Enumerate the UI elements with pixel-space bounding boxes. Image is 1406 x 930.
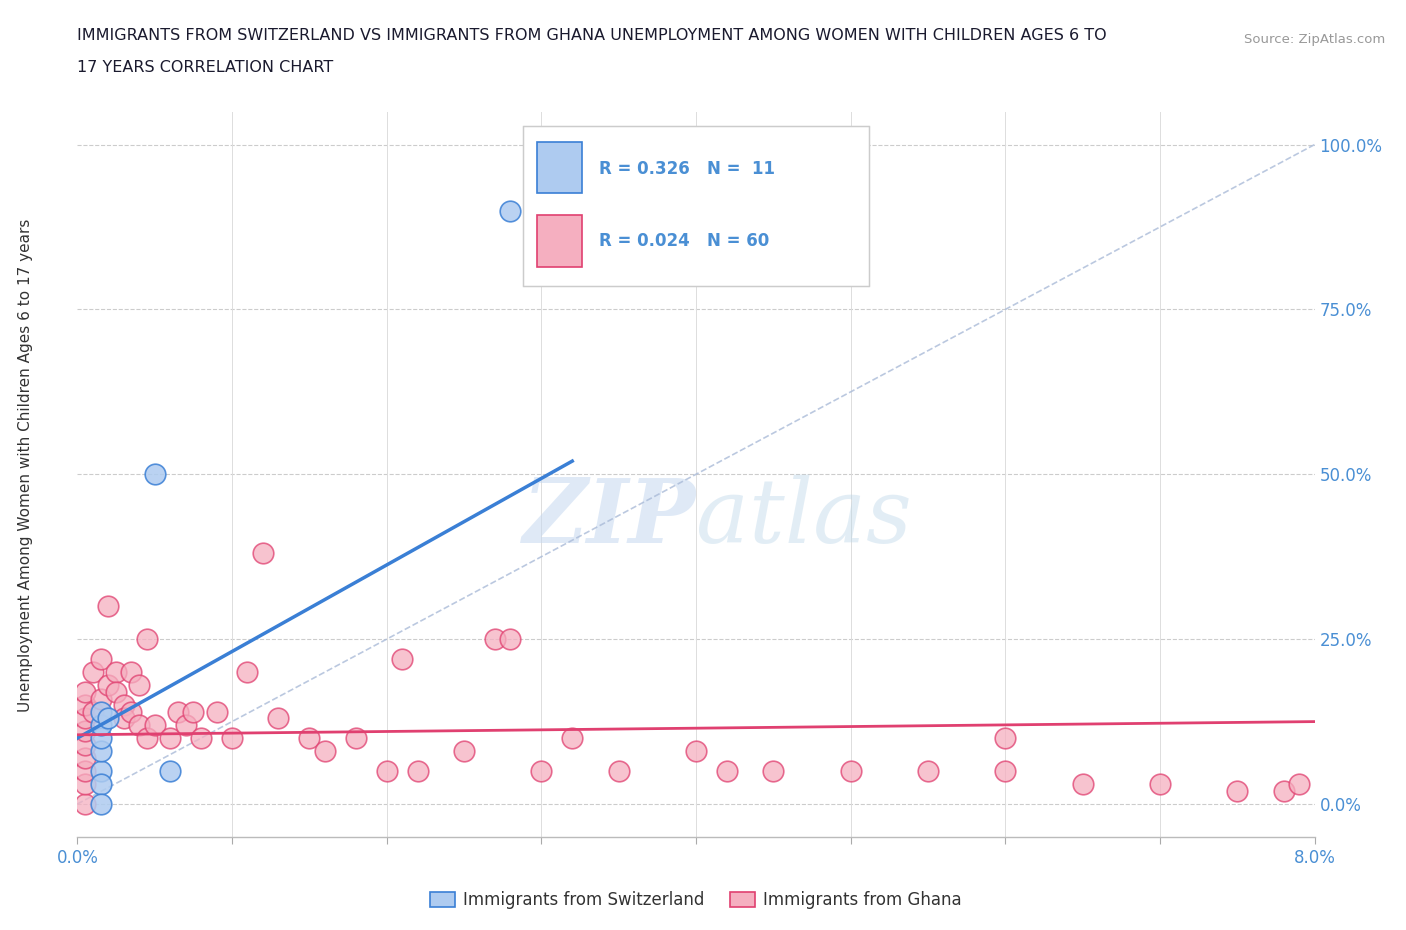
Point — [167, 704, 190, 719]
Point — [97, 711, 120, 725]
Point — [90, 652, 111, 667]
Point — [128, 717, 150, 732]
Point — [75, 737, 96, 752]
Point — [314, 744, 336, 759]
Point — [90, 777, 111, 791]
Point — [205, 704, 228, 719]
Point — [917, 764, 939, 778]
Text: atlas: atlas — [696, 474, 911, 561]
Point — [267, 711, 290, 725]
Point — [75, 777, 96, 791]
Point — [1226, 783, 1249, 798]
Point — [159, 731, 181, 746]
Point — [1288, 777, 1310, 791]
Legend: Immigrants from Switzerland, Immigrants from Ghana: Immigrants from Switzerland, Immigrants … — [423, 884, 969, 916]
Point — [90, 717, 111, 732]
Point — [97, 678, 120, 693]
Point — [1272, 783, 1295, 798]
Text: Source: ZipAtlas.com: Source: ZipAtlas.com — [1244, 33, 1385, 46]
Point — [136, 731, 159, 746]
Point — [183, 704, 205, 719]
Point — [375, 764, 398, 778]
Point — [190, 731, 212, 746]
Point — [75, 684, 96, 699]
Point — [221, 731, 243, 746]
Point — [143, 467, 166, 482]
Point — [90, 704, 111, 719]
Point — [75, 751, 96, 765]
Point — [994, 731, 1017, 746]
Point — [344, 731, 367, 746]
Point — [75, 711, 96, 725]
Point — [82, 704, 104, 719]
Point — [90, 764, 111, 778]
Point — [90, 731, 111, 746]
Point — [90, 744, 111, 759]
Point — [607, 764, 630, 778]
Point — [112, 698, 135, 712]
Point — [174, 717, 197, 732]
Text: Unemployment Among Women with Children Ages 6 to 17 years: Unemployment Among Women with Children A… — [18, 219, 32, 711]
Point — [75, 764, 96, 778]
Point — [453, 744, 475, 759]
Point — [90, 797, 111, 812]
Point — [298, 731, 321, 746]
Point — [143, 717, 166, 732]
Point — [105, 665, 127, 680]
Text: 17 YEARS CORRELATION CHART: 17 YEARS CORRELATION CHART — [77, 60, 333, 75]
Point — [1071, 777, 1094, 791]
Point — [128, 678, 150, 693]
Text: ZIP: ZIP — [523, 474, 696, 561]
Point — [406, 764, 429, 778]
Point — [391, 652, 413, 667]
Point — [484, 631, 506, 646]
Point — [762, 764, 785, 778]
Point — [252, 546, 274, 561]
Point — [1149, 777, 1171, 791]
Point — [75, 797, 96, 812]
Point — [716, 764, 738, 778]
Point — [121, 665, 143, 680]
Point — [136, 631, 159, 646]
Point — [75, 698, 96, 712]
Point — [839, 764, 862, 778]
Point — [159, 764, 181, 778]
Point — [994, 764, 1017, 778]
Point — [82, 665, 104, 680]
Point — [530, 764, 553, 778]
Point — [685, 744, 707, 759]
Point — [90, 691, 111, 706]
Point — [105, 684, 127, 699]
Text: IMMIGRANTS FROM SWITZERLAND VS IMMIGRANTS FROM GHANA UNEMPLOYMENT AMONG WOMEN WI: IMMIGRANTS FROM SWITZERLAND VS IMMIGRANT… — [77, 28, 1107, 43]
Point — [499, 203, 522, 218]
Point — [236, 665, 259, 680]
Point — [121, 704, 143, 719]
Point — [499, 631, 522, 646]
Point — [97, 599, 120, 614]
Point — [561, 731, 583, 746]
Point — [75, 724, 96, 739]
Point — [112, 711, 135, 725]
